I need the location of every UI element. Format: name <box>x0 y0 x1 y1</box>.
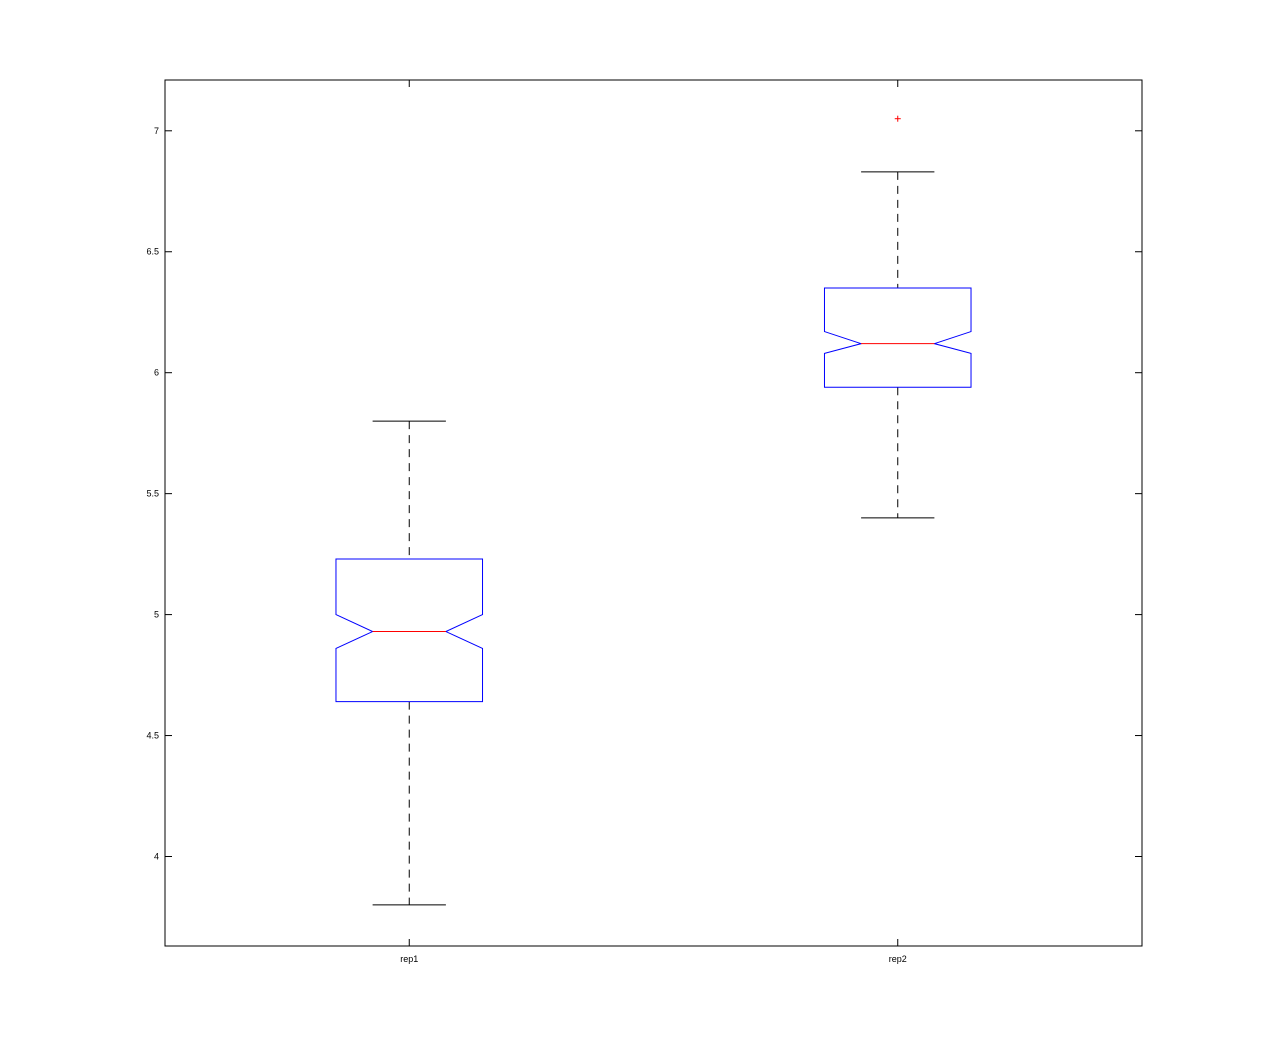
y-tick-label: 4 <box>154 851 159 861</box>
y-tick-label: 6.5 <box>146 247 159 257</box>
y-tick-label: 5 <box>154 610 159 620</box>
plot-frame <box>164 79 1143 947</box>
notched-box <box>823 287 972 388</box>
y-tick-label: 7 <box>154 126 159 136</box>
outlier-point <box>894 115 901 122</box>
box-group-rep1 <box>335 420 484 906</box>
x-axis: rep1 rep2 <box>400 80 907 964</box>
y-tick-label: 6 <box>154 368 159 378</box>
box-group-rep2 <box>823 115 972 519</box>
notched-box <box>335 558 484 703</box>
y-tick-label: 5.5 <box>146 489 159 499</box>
x-tick-label: rep1 <box>400 954 418 964</box>
x-tick-label: rep2 <box>889 954 907 964</box>
y-axis: 4 4.5 5 5.5 6 6.5 7 <box>146 126 1142 861</box>
y-tick-label: 4.5 <box>146 731 159 741</box>
boxes-layer <box>335 115 972 906</box>
